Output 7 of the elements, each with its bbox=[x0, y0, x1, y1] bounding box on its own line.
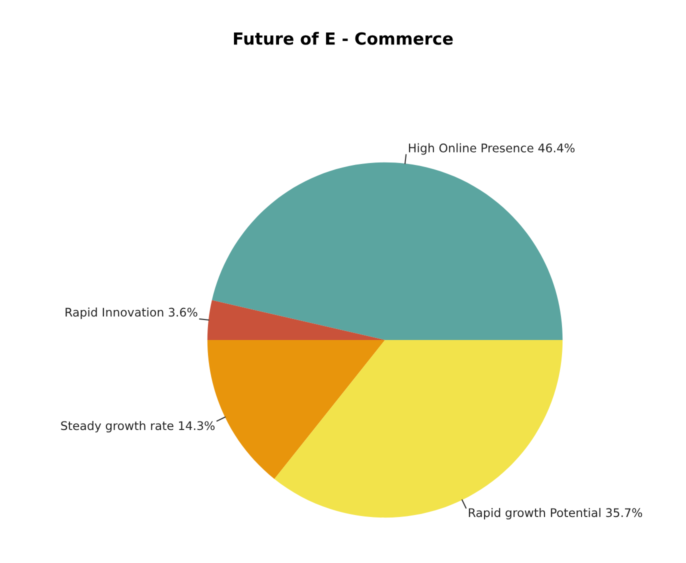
slice-label: Rapid Innovation 3.6% bbox=[66, 308, 198, 319]
pie-slice bbox=[207, 300, 385, 340]
pie-slice bbox=[212, 162, 563, 340]
chart-title: Future of E - Commerce bbox=[234, 32, 453, 45]
slice-label: High Online Presence 46.4% bbox=[408, 143, 575, 155]
slice-label: Rapid growth Potential 35.7% bbox=[468, 508, 642, 520]
slice-label: Steady growth rate 14.3% bbox=[61, 420, 215, 432]
